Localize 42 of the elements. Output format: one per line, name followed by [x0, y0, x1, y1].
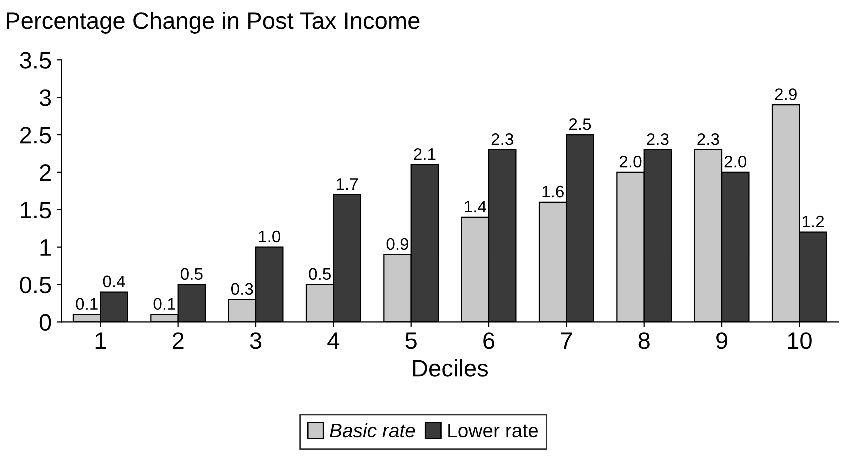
data-label: 2.5 — [570, 118, 592, 130]
y-tick-label: 0.5 — [20, 276, 52, 294]
x-tick-label: 7 — [561, 332, 572, 350]
y-tick-label: 1 — [40, 240, 51, 256]
data-label: 0.5 — [180, 268, 203, 280]
legend-label: Basic rate — [330, 423, 416, 438]
x-tick-label: 6 — [484, 332, 495, 350]
x-tick-label: 4 — [328, 332, 340, 350]
data-label: 0.1 — [76, 298, 98, 310]
data-label: 2.3 — [698, 134, 720, 146]
x-axis-title: Deciles — [413, 360, 488, 377]
data-label: 0.9 — [386, 238, 409, 250]
data-label: 2.3 — [647, 134, 669, 146]
y-tick-label: 0 — [40, 314, 52, 332]
y-tick-label: 2.5 — [20, 127, 52, 144]
x-tick-label: 2 — [172, 332, 184, 350]
data-label: 1.6 — [542, 186, 564, 198]
x-tick-label: 1 — [96, 332, 106, 350]
legend-label: Lower rate — [448, 424, 538, 438]
data-label: 2.0 — [620, 156, 642, 168]
data-label: 2.1 — [414, 148, 436, 160]
x-tick-label: 9 — [716, 332, 728, 350]
y-tick-label: 1.5 — [21, 202, 52, 219]
y-tick-label: 3.5 — [20, 52, 52, 69]
data-label: 1.2 — [802, 216, 824, 228]
data-label: 0.3 — [231, 283, 254, 296]
x-tick-label: 3 — [250, 332, 262, 350]
data-label: 2.3 — [492, 134, 514, 146]
data-label: 0.1 — [154, 298, 176, 310]
data-label: 1.4 — [465, 201, 487, 213]
x-tick-label: 10 — [788, 332, 812, 350]
y-tick-label: 3 — [40, 90, 52, 106]
x-tick-label: 8 — [638, 332, 650, 350]
data-label: 1.7 — [336, 178, 358, 190]
data-label: 2.9 — [775, 88, 797, 100]
data-label: 1.0 — [259, 230, 281, 243]
data-label: 0.4 — [103, 276, 126, 288]
y-tick-label: 2 — [40, 164, 51, 182]
chart-title: Percentage Change in Post Tax Income — [7, 12, 420, 34]
x-tick-label: 5 — [406, 332, 417, 350]
data-label: 2.0 — [724, 156, 747, 168]
data-label: 0.5 — [309, 268, 331, 280]
